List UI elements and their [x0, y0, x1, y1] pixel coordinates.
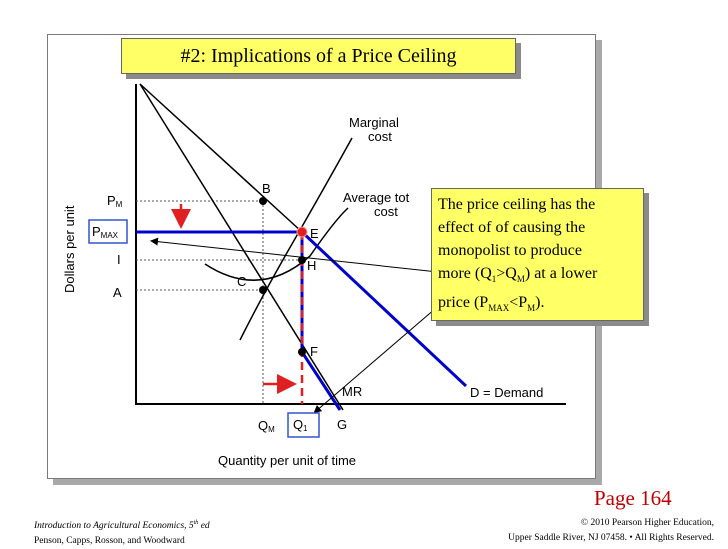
pm-label: PM	[107, 193, 123, 209]
point-e	[296, 226, 308, 238]
ac-label-line2: cost	[374, 204, 398, 219]
slide-title: #2: Implications of a Price Ceiling	[121, 38, 516, 74]
mc-label-line1: Marginal	[349, 115, 399, 130]
point-b	[259, 197, 267, 205]
c-label: C	[237, 274, 246, 289]
point-c	[259, 286, 267, 294]
new-mr-segment	[300, 351, 342, 411]
note-line-5: price (PMAX<PM).	[438, 294, 545, 314]
book-authors: Penson, Capps, Rosson, and Woodward	[34, 536, 185, 547]
x-axis-label: Quantity per unit of time	[218, 453, 356, 468]
h-label: H	[307, 258, 316, 273]
pointer-to-pmax	[150, 237, 439, 273]
ac-label-line1: Average tot	[343, 190, 410, 205]
book-title: Introduction to Agricultural Economics, …	[34, 520, 210, 532]
average-total-cost-curve	[204, 207, 349, 281]
y-axis-label: Dollars per unit	[62, 205, 77, 293]
note-line-2: effect of of causing the	[438, 219, 586, 236]
page-number: Page 164	[594, 486, 672, 510]
point-f	[298, 348, 306, 356]
f-label: F	[310, 344, 318, 359]
a-label: A	[113, 285, 122, 300]
pmax-label: PMAX	[92, 224, 119, 240]
copyright-line-1: © 2010 Pearson Higher Education,	[580, 518, 714, 528]
kinked-demand-line	[300, 230, 468, 388]
point-h	[298, 256, 306, 264]
qm-label: QM	[258, 418, 275, 434]
q1-label: Q1	[293, 417, 308, 433]
i-label: I	[117, 252, 121, 267]
note-line-4: more (Q1>QM) at a lower	[438, 265, 598, 285]
pmax-label-box	[88, 219, 128, 244]
pointer-to-q1	[313, 301, 444, 414]
copyright-line-2: Upper Saddle River, NJ 07458. • All Righ…	[508, 533, 714, 543]
g-label: G	[337, 417, 347, 432]
e-label: E	[310, 226, 319, 241]
b-label: B	[262, 181, 271, 196]
note-line-1: The price ceiling has the	[438, 196, 596, 213]
mc-label-line2: cost	[368, 129, 392, 144]
mr-label: MR	[342, 384, 362, 399]
demand-curve	[139, 83, 303, 233]
demand-label: D = Demand	[470, 385, 543, 400]
footer-copyright: © 2010 Pearson Higher Education, Upper S…	[508, 516, 714, 546]
marginal-cost-curve	[239, 137, 353, 341]
q1-label-box	[287, 412, 320, 438]
note-line-3: monopolist to produce	[438, 242, 582, 259]
footer-citation: Introduction to Agricultural Economics, …	[34, 516, 210, 549]
explanation-note: The price ceiling has the effect of of c…	[431, 188, 644, 321]
marginal-revenue-curve	[139, 83, 344, 411]
